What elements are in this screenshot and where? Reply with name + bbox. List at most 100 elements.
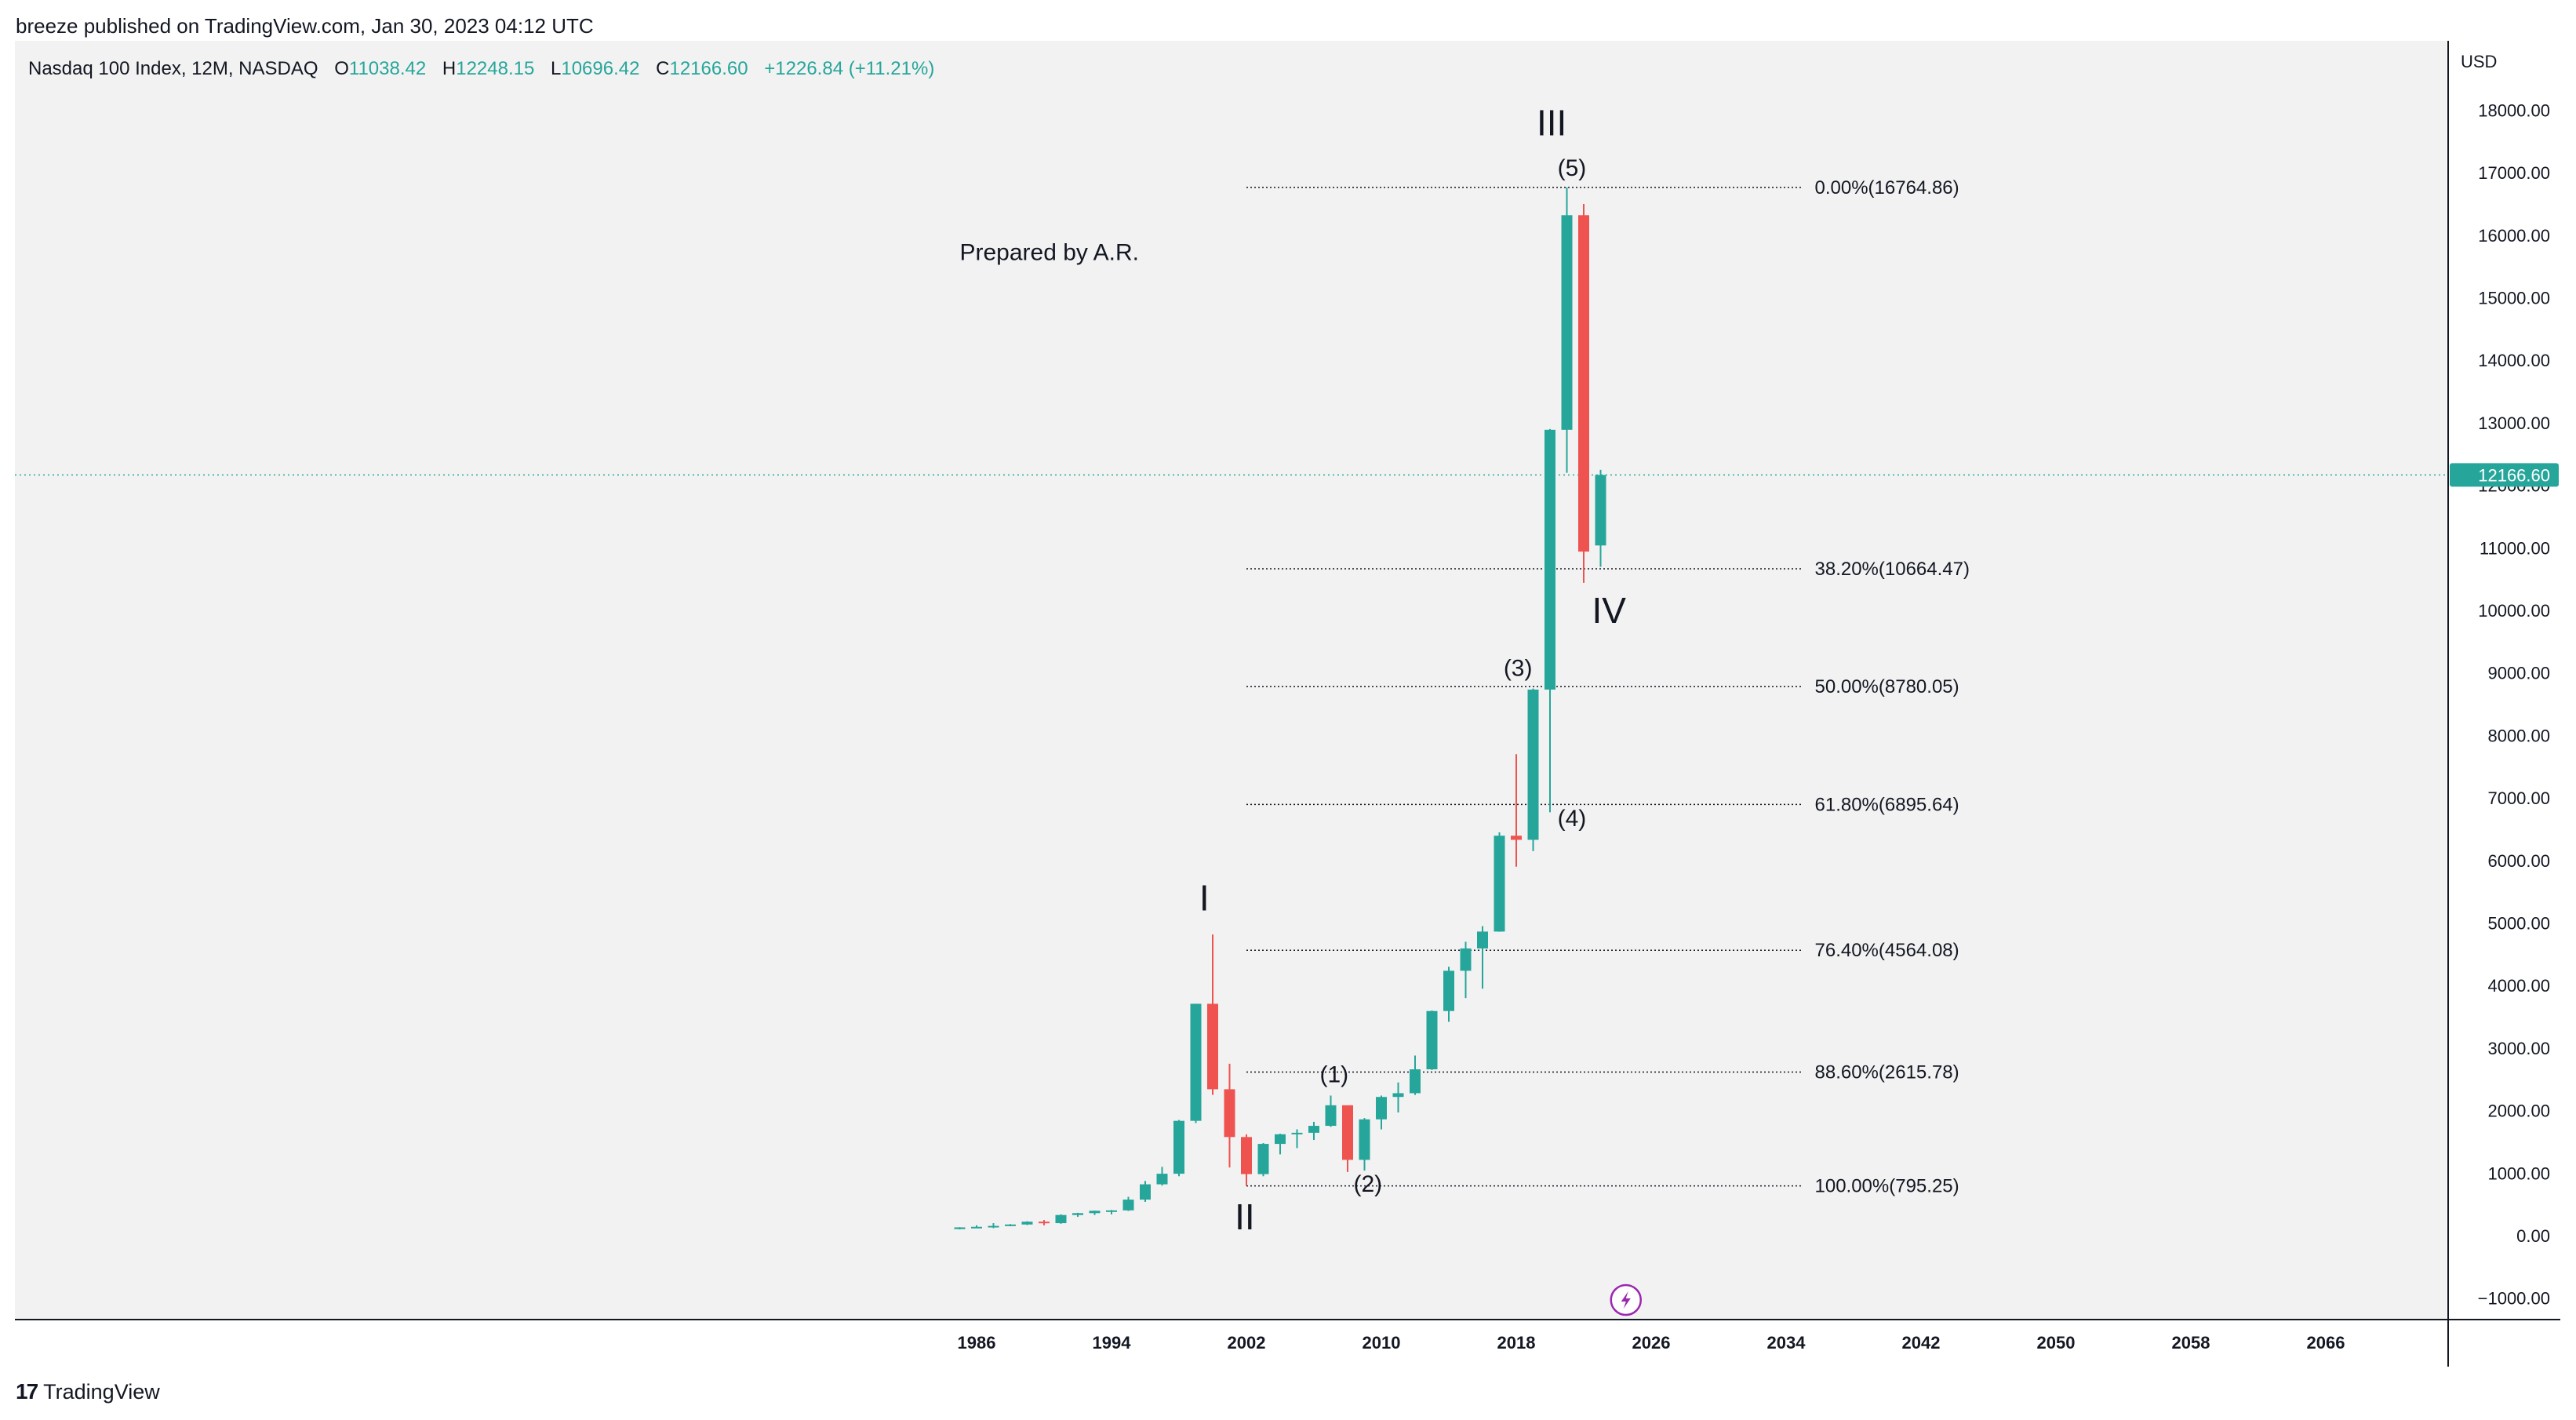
candle-body[interactable]: [1359, 1119, 1370, 1160]
x-tick-label: 2050: [2037, 1333, 2076, 1353]
candle-body[interactable]: [1089, 1211, 1101, 1214]
candle-body[interactable]: [1224, 1089, 1235, 1138]
candle-body[interactable]: [1072, 1213, 1083, 1215]
x-tick-label: 2066: [2307, 1333, 2345, 1353]
y-tick-label: 15000.00: [2478, 289, 2550, 308]
y-tick-label: 13000.00: [2478, 413, 2550, 433]
y-tick-label: 7000.00: [2487, 788, 2550, 808]
x-tick-label: 2058: [2172, 1333, 2210, 1353]
candle-body[interactable]: [1426, 1010, 1438, 1069]
y-tick-label: 3000.00: [2487, 1039, 2550, 1058]
low-value: 10696.42: [561, 58, 640, 79]
candle-body[interactable]: [1005, 1224, 1016, 1226]
wave-label: IV: [1592, 590, 1627, 631]
x-tick-label: 2042: [1902, 1333, 1941, 1353]
candle-body[interactable]: [988, 1225, 999, 1228]
high-value: 12248.15: [456, 58, 535, 79]
candle-body[interactable]: [1342, 1105, 1353, 1160]
x-tick-label: 2002: [1228, 1333, 1266, 1353]
wave-label: (3): [1504, 656, 1533, 682]
x-tick-label: 1986: [958, 1333, 996, 1353]
fib-level-label: 76.40%(4564.08): [1815, 940, 1959, 961]
candle-body[interactable]: [1545, 429, 1555, 690]
candle-body[interactable]: [1392, 1093, 1404, 1098]
candle-body[interactable]: [1561, 215, 1573, 430]
candle-body[interactable]: [1106, 1210, 1117, 1212]
candle-body[interactable]: [1460, 948, 1472, 971]
candle-body[interactable]: [1257, 1144, 1269, 1174]
y-tick-label: 11000.00: [2480, 538, 2550, 558]
candle-body[interactable]: [1527, 689, 1539, 840]
last-price-marker: [2450, 463, 2559, 487]
close-value: 12166.60: [669, 58, 748, 79]
chart-canvas[interactable]: USD 18000.00 17000.00 16000.00 15000.00 14000…: [15, 41, 2560, 1367]
candle-body[interactable]: [1477, 931, 1488, 948]
tradingview-logo[interactable]: 17 TradingView: [16, 1379, 160, 1404]
candle-body[interactable]: [1376, 1097, 1387, 1120]
y-tick-label: 4000.00: [2487, 976, 2550, 996]
change-value: +1226.84 (+11.21%): [764, 58, 935, 79]
fib-level-label: 50.00%(8780.05): [1815, 676, 1959, 697]
candle-body[interactable]: [971, 1226, 982, 1229]
y-tick-label: 17000.00: [2478, 163, 2550, 183]
fib-level-label: 88.60%(2615.78): [1815, 1062, 1959, 1083]
candle-body[interactable]: [1190, 1003, 1202, 1121]
candle-body[interactable]: [1325, 1105, 1337, 1127]
candle-body[interactable]: [1595, 475, 1606, 546]
y-tick-label: 18000.00: [2478, 100, 2550, 120]
candle-body[interactable]: [1410, 1069, 1421, 1094]
y-tick-label: 5000.00: [2487, 914, 2550, 934]
candle-body[interactable]: [1511, 836, 1522, 840]
symbol-legend: Nasdaq 100 Index, 12M, NASDAQ O11038.42 …: [28, 58, 934, 80]
wave-label: (1): [1319, 1062, 1348, 1088]
x-tick-label: 2026: [1632, 1333, 1671, 1353]
candle-body[interactable]: [1578, 215, 1589, 552]
y-tick-label: 0.00: [2516, 1226, 2550, 1246]
y-tick-label: 1000.00: [2487, 1163, 2550, 1183]
x-tick-label: 2010: [1363, 1333, 1401, 1353]
tradingview-mark-icon: 17: [16, 1379, 38, 1404]
wave-label: (2): [1353, 1171, 1382, 1197]
wave-label: (4): [1558, 806, 1587, 832]
currency-label: USD: [2461, 52, 2497, 71]
candle-body[interactable]: [1122, 1200, 1134, 1211]
candle-body[interactable]: [1308, 1126, 1319, 1133]
y-tick-label: 10000.00: [2478, 601, 2550, 621]
x-tick-label: 2034: [1767, 1333, 1806, 1353]
candle-body[interactable]: [1021, 1222, 1033, 1225]
publisher-line: breeze published on TradingView.com, Jan…: [16, 14, 594, 38]
chart-frame[interactable]: USD 18000.00 17000.00 16000.00 15000.00 14000…: [15, 41, 2560, 1367]
y-tick-label: −1000.00: [2478, 1289, 2550, 1309]
close-label: C: [656, 58, 670, 79]
candle-body[interactable]: [1207, 1003, 1218, 1090]
lightning-bolt-icon: [1621, 1291, 1631, 1309]
fib-level-label: 0.00%(16764.86): [1815, 177, 1959, 198]
candle-body[interactable]: [1275, 1134, 1286, 1145]
wave-label: III: [1537, 102, 1566, 143]
x-tick-label: 1994: [1093, 1333, 1132, 1353]
wave-label: II: [1235, 1196, 1255, 1237]
candle-body[interactable]: [1140, 1184, 1151, 1200]
candle-body[interactable]: [1055, 1214, 1067, 1224]
low-label: L: [551, 58, 562, 79]
fib-level-label: 100.00%(795.25): [1815, 1176, 1959, 1197]
x-tick-label: 2018: [1497, 1333, 1536, 1353]
symbol-info[interactable]: Nasdaq 100 Index, 12M, NASDAQ: [28, 58, 318, 79]
open-label: O: [334, 58, 349, 79]
high-label: H: [442, 58, 457, 79]
y-tick-label: 8000.00: [2487, 726, 2550, 745]
candle-body[interactable]: [1156, 1174, 1168, 1185]
candle-body[interactable]: [1291, 1132, 1303, 1134]
y-tick-label: 6000.00: [2487, 851, 2550, 871]
candle-body[interactable]: [1241, 1137, 1252, 1174]
candle-body[interactable]: [1173, 1120, 1184, 1174]
open-value: 11038.42: [348, 58, 427, 79]
candle-body[interactable]: [1443, 970, 1454, 1011]
wave-label: Prepared by A.R.: [960, 240, 1139, 266]
candle-body[interactable]: [1039, 1222, 1050, 1224]
candle-body[interactable]: [1494, 836, 1505, 932]
candle-body[interactable]: [954, 1227, 966, 1229]
last-price-label: 12166.60: [2478, 465, 2550, 485]
wave-label: I: [1199, 878, 1210, 919]
tradingview-wordmark: TradingView: [43, 1379, 160, 1404]
